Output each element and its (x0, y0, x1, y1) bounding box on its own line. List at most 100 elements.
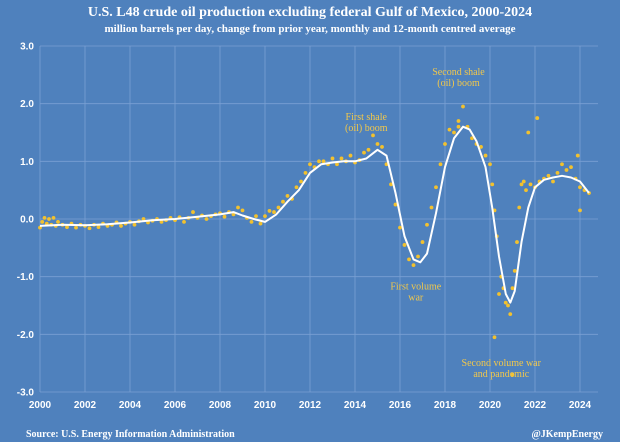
data-point (452, 130, 456, 135)
data-point (510, 372, 515, 377)
data-point (503, 300, 508, 305)
y-tick-label: 3.0 (20, 42, 34, 53)
data-point (65, 225, 69, 229)
data-point (483, 153, 488, 158)
data-point (182, 219, 186, 224)
y-tick-label: -1.0 (17, 272, 35, 283)
data-point (429, 205, 434, 210)
data-point (470, 136, 474, 141)
annotation: First volume war (390, 281, 441, 303)
data-point (317, 159, 321, 164)
data-point (578, 185, 582, 190)
credit-note: @JKempEnergy (531, 429, 603, 440)
y-tick-label: 0.0 (20, 215, 34, 226)
data-point (575, 153, 580, 158)
data-point (321, 159, 326, 164)
average-line (39, 125, 590, 304)
data-point (141, 217, 146, 221)
annotation-line: Second volume war (462, 358, 542, 369)
x-tick-label: 2012 (299, 400, 322, 411)
data-point (294, 185, 299, 190)
x-tick-label: 2020 (479, 400, 502, 411)
annotation-line: First volume (390, 281, 441, 292)
data-point (362, 150, 366, 155)
source-note: Source: U.S. Energy Information Administ… (26, 429, 235, 440)
data-point (488, 162, 492, 167)
data-point (249, 219, 254, 224)
data-point (402, 243, 407, 247)
data-point (535, 116, 540, 120)
data-point (132, 222, 137, 227)
data-point (87, 226, 92, 231)
data-point (564, 168, 569, 172)
x-tick-label: 2006 (164, 400, 187, 411)
data-point (524, 188, 528, 193)
data-point (551, 179, 555, 184)
data-point (512, 269, 517, 273)
data-point (578, 208, 582, 213)
data-point (517, 205, 522, 210)
data-point (416, 254, 420, 259)
data-point (456, 119, 461, 123)
data-point (267, 209, 272, 213)
data-point (330, 156, 335, 161)
data-point (515, 240, 519, 244)
x-tick-label: 2014 (344, 400, 367, 411)
data-point (276, 205, 281, 210)
data-point (389, 182, 393, 187)
x-tick-label: 2022 (524, 400, 547, 411)
data-point (479, 145, 483, 149)
data-point (371, 133, 375, 138)
data-point (47, 217, 51, 221)
data-point (348, 153, 353, 158)
data-point (393, 202, 398, 207)
data-point (456, 124, 461, 129)
data-point (42, 215, 47, 220)
data-point (159, 219, 164, 224)
y-tick-label: -2.0 (17, 330, 35, 341)
data-point (519, 182, 524, 187)
x-tick-label: 2010 (254, 400, 277, 411)
data-point (285, 194, 290, 198)
x-tick-label: 2008 (209, 400, 232, 411)
grid-lines (39, 45, 598, 393)
data-point (411, 263, 416, 268)
data-point (420, 240, 425, 244)
data-point (254, 214, 258, 219)
data-point (528, 182, 533, 187)
data-point (339, 156, 344, 161)
data-point (398, 225, 402, 230)
data-point (506, 303, 510, 308)
x-tick-label: 2004 (119, 400, 142, 411)
data-point (447, 127, 452, 132)
data-point (308, 162, 312, 167)
x-tick-label: 2000 (29, 400, 52, 411)
data-point (492, 335, 497, 340)
chart-subtitle: million barrels per day, change from pri… (104, 23, 515, 35)
data-point (40, 219, 45, 224)
data-point (236, 205, 240, 210)
data-point (204, 217, 209, 221)
annotation-line: Second shale (432, 67, 485, 78)
data-point (508, 312, 513, 317)
data-point (490, 182, 495, 187)
monthly-points (38, 104, 591, 377)
data-point (526, 130, 531, 135)
data-point (263, 214, 267, 219)
chart-title: U.S. L48 crude oil production excluding … (88, 5, 532, 20)
data-point (569, 165, 573, 170)
data-point (510, 286, 515, 291)
data-point (51, 215, 56, 220)
x-tick-label: 2016 (389, 400, 412, 411)
data-point (191, 210, 195, 214)
data-point (438, 162, 443, 167)
data-point (299, 179, 303, 184)
data-point (222, 214, 227, 219)
data-point (56, 219, 60, 224)
data-point (375, 142, 380, 146)
y-tick-label: 2.0 (20, 99, 34, 110)
data-point (443, 142, 447, 146)
data-point (555, 170, 560, 175)
